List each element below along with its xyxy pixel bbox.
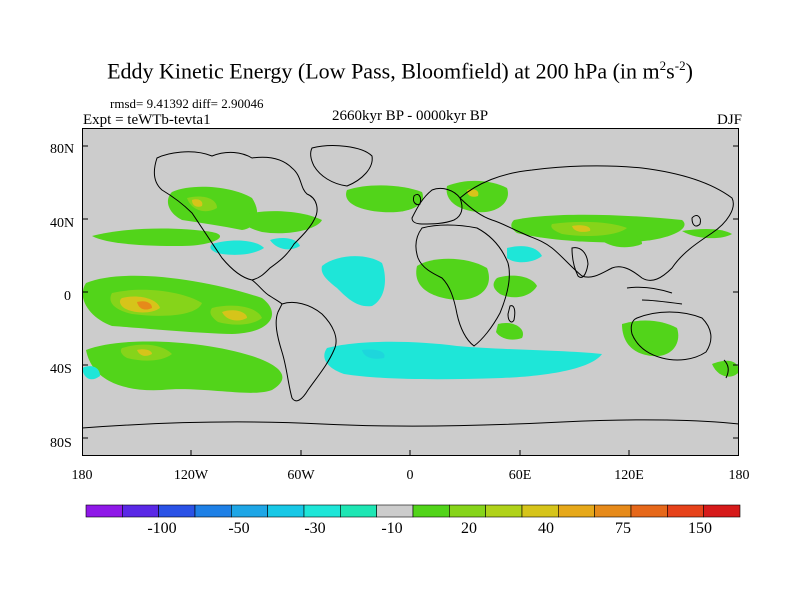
season-label: DJF [716, 112, 742, 128]
colorbar-box [558, 504, 595, 518]
y-tick-label: 40S [50, 362, 72, 377]
colorbar-label: -50 [228, 520, 250, 537]
chart-title: Eddy Kinetic Energy (Low Pass, Bloomfiel… [107, 58, 693, 84]
experiment-label: Expt = teWTb-tevta1 [83, 112, 211, 128]
colorbar [85, 504, 741, 518]
colorbar-box [376, 504, 414, 518]
colorbar-box [412, 504, 450, 518]
colorbar-box [667, 504, 704, 518]
colorbar-box [521, 504, 559, 518]
period-label: 2660kyr BP - 0000kyr BP [331, 108, 489, 124]
colorbar-box [594, 504, 632, 518]
colorbar-box [85, 504, 123, 518]
colorbar-label: 75 [615, 520, 631, 537]
colorbar-box [231, 504, 268, 518]
colorbar-box [303, 504, 341, 518]
colorbar-label: -10 [381, 520, 403, 537]
x-tick-label: 120W [173, 468, 209, 483]
negative-core-fill [362, 349, 385, 359]
colorbar-box [122, 504, 159, 518]
x-tick-label: 0 [406, 468, 414, 483]
y-tick-label: 80S [50, 436, 72, 451]
y-tick-label: 80N [50, 142, 75, 157]
colorbar-box [485, 504, 523, 518]
x-tick-label: 180 [71, 468, 93, 483]
x-tick-label: 60W [287, 468, 315, 483]
negative-anomaly-fill [82, 238, 602, 380]
colorbar-box [340, 504, 377, 518]
colorbar-box [194, 504, 232, 518]
colorbar-label: 40 [538, 520, 554, 537]
colorbar-label: 20 [461, 520, 477, 537]
colorbar-box [449, 504, 486, 518]
x-tick-label: 180 [728, 468, 750, 483]
y-tick-label: 40N [50, 216, 75, 231]
x-tick-label: 60E [508, 468, 532, 483]
stats-label: rmsd= 9.41392 diff= 2.90046 [110, 96, 264, 111]
axis-ticks [82, 145, 739, 456]
colorbar-box [630, 504, 668, 518]
colorbar-label: -30 [304, 520, 326, 537]
y-tick-label: 0 [64, 289, 71, 304]
colorbar-label: 150 [688, 520, 712, 537]
coastlines [82, 145, 739, 429]
peak-anomaly-fill [137, 301, 152, 310]
colorbar-label: -100 [147, 520, 177, 537]
colorbar-box [267, 504, 305, 518]
colorbar-box [158, 504, 196, 518]
world-map [82, 128, 739, 456]
colorbar-box [703, 504, 741, 518]
x-tick-label: 120E [614, 468, 644, 483]
